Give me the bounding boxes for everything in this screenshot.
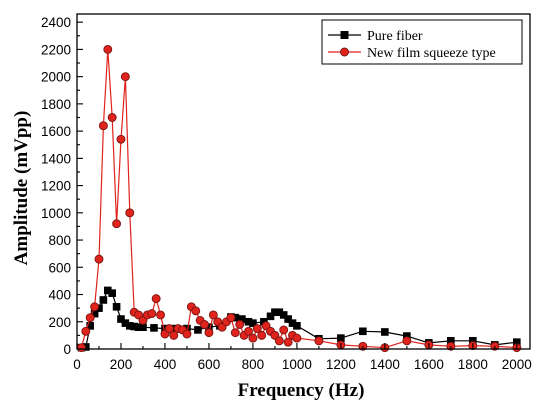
data-point-new-film-squeeze-type (151, 294, 161, 304)
x-tick-label: 400 (154, 357, 177, 372)
data-point-pure-fiber (86, 322, 94, 330)
axes-layer (76, 13, 531, 350)
data-point-pure-fiber (284, 315, 292, 323)
legend-label-new-film-squeeze-type: New film squeeze type (367, 46, 496, 61)
data-point-new-film-squeeze-type (76, 343, 86, 353)
y-tick-label: 800 (48, 233, 71, 248)
x-tick-label: 1600 (414, 357, 444, 372)
legend-marker-pure-fiber (340, 31, 349, 39)
data-point-pure-fiber (381, 328, 389, 336)
y-tick-label: 200 (48, 315, 71, 330)
data-point-new-film-squeeze-type (235, 320, 245, 329)
x-tick-label: 1000 (282, 357, 312, 372)
x-tick-label: 1400 (370, 357, 400, 372)
data-point-pure-fiber (266, 312, 275, 321)
legend-box (321, 19, 523, 65)
x-tick-label: 600 (198, 357, 221, 372)
data-point-pure-fiber (150, 324, 158, 332)
x-tick-label: 1200 (326, 357, 356, 372)
x-tick-label: 0 (73, 357, 81, 372)
data-point-new-film-squeeze-type (116, 134, 126, 144)
data-point-new-film-squeeze-type (112, 219, 122, 229)
y-tick-label: 1000 (41, 206, 71, 221)
data-point-new-film-squeeze-type (169, 330, 179, 340)
ticks-layer: 0 200 400 600 800 1000 1200 1400 1600 1800 2000 0 20… (41, 15, 532, 372)
legend-entry-new-film-squeeze-type: New film squeeze type (328, 46, 496, 61)
y-tick-label: 0 (63, 342, 71, 357)
x-axis-title: Frequency (Hz) (238, 380, 365, 401)
data-point-new-film-squeeze-type (147, 309, 157, 319)
legend: Pure fiber New film squeeze type (321, 19, 523, 65)
data-point-new-film-squeeze-type (283, 337, 293, 347)
data-point-new-film-squeeze-type (244, 326, 253, 336)
data-point-pure-fiber (117, 315, 125, 323)
x-tick-label: 200 (110, 357, 133, 372)
x-tick-label: 2000 (502, 357, 532, 372)
legend-marker-new-film-squeeze-type (340, 47, 349, 57)
data-point-new-film-squeeze-type (200, 320, 209, 329)
y-tick-label: 2200 (41, 42, 71, 57)
data-point-new-film-squeeze-type (208, 310, 218, 320)
legend-entry-pure-fiber: Pure fiber (328, 29, 423, 44)
data-point-new-film-squeeze-type (314, 336, 324, 346)
y-tick-label: 1400 (41, 151, 71, 166)
series-new-film-squeeze-type (76, 44, 522, 353)
series-layer (76, 44, 522, 353)
y-tick-label: 1600 (41, 124, 71, 139)
data-point-new-film-squeeze-type (182, 329, 192, 339)
x-tick-label: 800 (242, 357, 265, 372)
data-point-new-film-squeeze-type (292, 333, 302, 343)
y-tick-label: 2000 (41, 70, 71, 85)
y-tick-label: 1800 (41, 97, 71, 112)
x-tick-label: 1800 (458, 357, 488, 372)
data-point-new-film-squeeze-type (156, 310, 166, 320)
data-point-new-film-squeeze-type (274, 336, 284, 346)
y-tick-label: 1200 (41, 179, 71, 194)
data-point-new-film-squeeze-type (204, 328, 214, 338)
data-point-new-film-squeeze-type (103, 44, 113, 54)
data-point-new-film-squeeze-type (230, 328, 240, 338)
data-point-new-film-squeeze-type (85, 313, 95, 323)
data-point-new-film-squeeze-type (107, 113, 117, 122)
series-line-new-film-squeeze-type (80, 48, 517, 349)
data-point-new-film-squeeze-type (252, 324, 262, 334)
data-point-new-film-squeeze-type (90, 302, 100, 312)
data-point-pure-fiber (249, 319, 257, 327)
data-point-new-film-squeeze-type (191, 306, 201, 316)
data-point-pure-fiber (194, 326, 202, 334)
y-tick-label: 600 (48, 260, 71, 275)
data-point-new-film-squeeze-type (125, 208, 135, 218)
y-axis-title: Amplitude (mVpp) (11, 111, 32, 266)
data-point-pure-fiber (108, 289, 116, 297)
data-point-new-film-squeeze-type (226, 313, 236, 323)
data-point-new-film-squeeze-type (81, 326, 91, 336)
data-point-pure-fiber (112, 302, 121, 311)
data-point-pure-fiber (293, 322, 301, 330)
data-point-new-film-squeeze-type (164, 324, 174, 334)
data-point-new-film-squeeze-type (98, 121, 108, 131)
data-point-new-film-squeeze-type (248, 333, 258, 343)
data-point-new-film-squeeze-type (120, 72, 130, 82)
data-point-new-film-squeeze-type (402, 336, 412, 346)
data-point-new-film-squeeze-type (279, 325, 289, 335)
data-point-pure-fiber (279, 311, 288, 319)
data-point-pure-fiber (99, 296, 108, 304)
data-point-new-film-squeeze-type (94, 254, 104, 264)
plot-frame (76, 13, 531, 350)
y-tick-label: 400 (48, 288, 71, 303)
legend-label-pure-fiber: Pure fiber (367, 29, 423, 44)
y-tick-label: 2400 (41, 15, 71, 30)
data-point-new-film-squeeze-type (257, 330, 267, 340)
data-point-pure-fiber (359, 327, 367, 336)
